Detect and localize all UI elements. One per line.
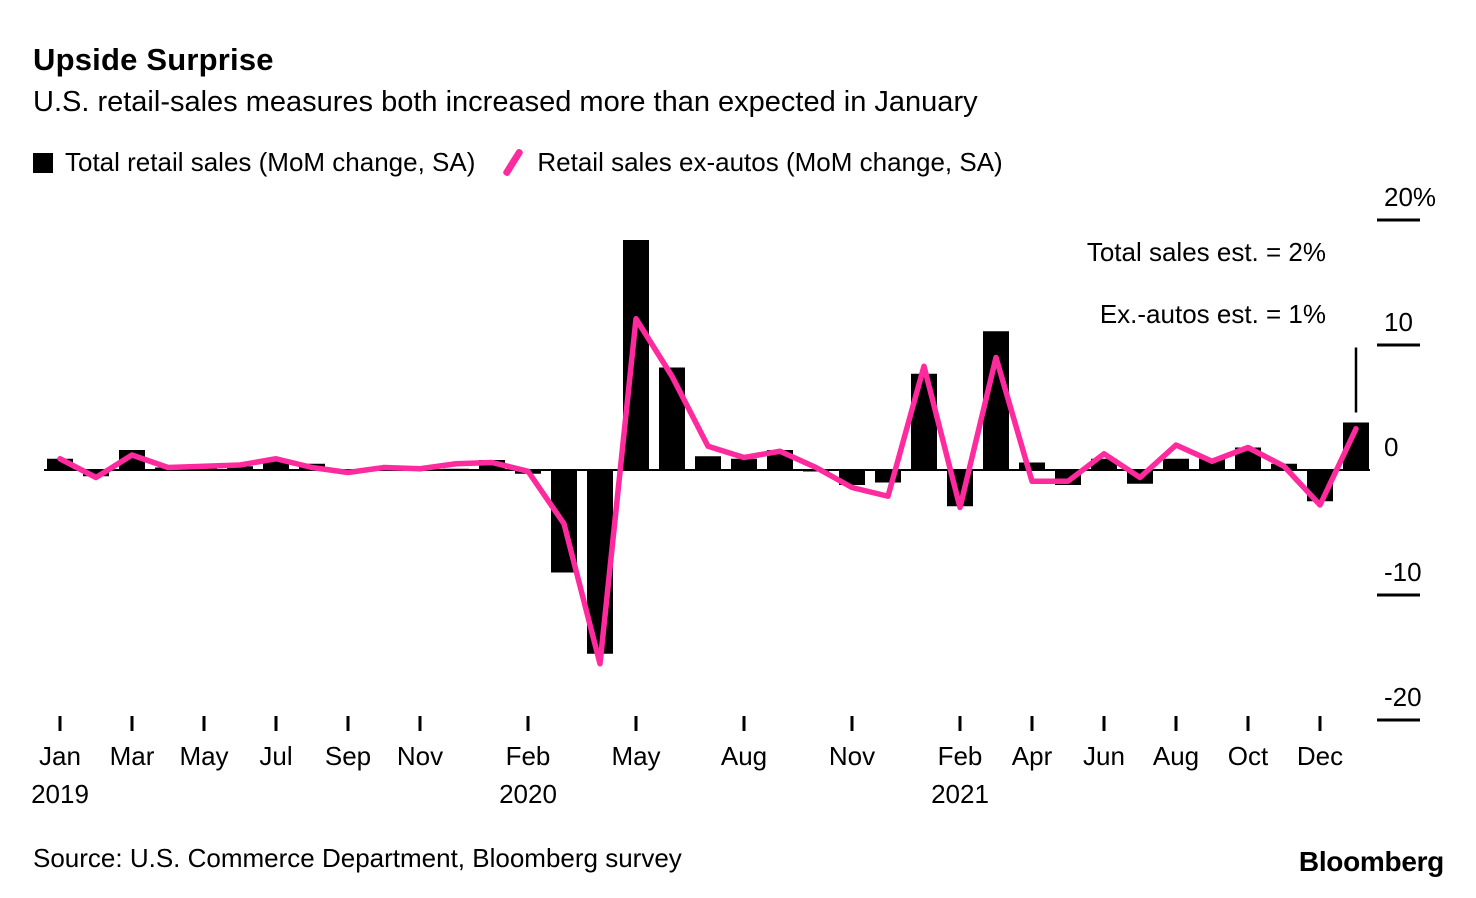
bar-total-retail-sales [623,240,649,470]
page-title: Upside Surprise [33,42,274,77]
source-text: Source: U.S. Commerce Department, Bloomb… [33,843,682,873]
bar-total-retail-sales [1019,462,1045,470]
bar-total-retail-sales [659,367,685,470]
bar-total-retail-sales [1091,458,1117,470]
page-subtitle: U.S. retail-sales measures both increase… [33,86,978,118]
legend: Total retail sales (MoM change, SA) Reta… [33,147,1003,178]
pink-line-icon [502,147,525,178]
annotation-ex-autos-estimate: Ex.-autos est. = 1% [1099,299,1326,329]
bloomberg-logo: Bloomberg [1298,846,1444,877]
black-square-icon [33,152,53,173]
legend-item-ex-autos: Retail sales ex-autos (MoM change, SA) [501,147,1003,178]
legend-label-total-retail: Total retail sales (MoM change, SA) [65,147,476,177]
bar-total-retail-sales [695,456,721,470]
legend-label-ex-autos: Retail sales ex-autos (MoM change, SA) [537,147,1003,177]
bar-total-retail-sales [1199,458,1225,470]
bar-total-retail-sales [83,470,109,477]
bar-total-retail-sales [911,373,937,470]
bar-total-retail-sales [263,461,289,470]
legend-item-total-retail: Total retail sales (MoM change, SA) [33,147,475,178]
bar-total-retail-sales [1163,458,1189,470]
line-retail-sales-ex-autos [57,316,1359,667]
annotation-total-sales-estimate: Total sales est. = 2% [1086,237,1326,267]
bar-total-retail-sales [227,466,253,470]
bar-total-retail-sales [731,458,757,470]
bar-total-retail-sales [47,458,73,470]
